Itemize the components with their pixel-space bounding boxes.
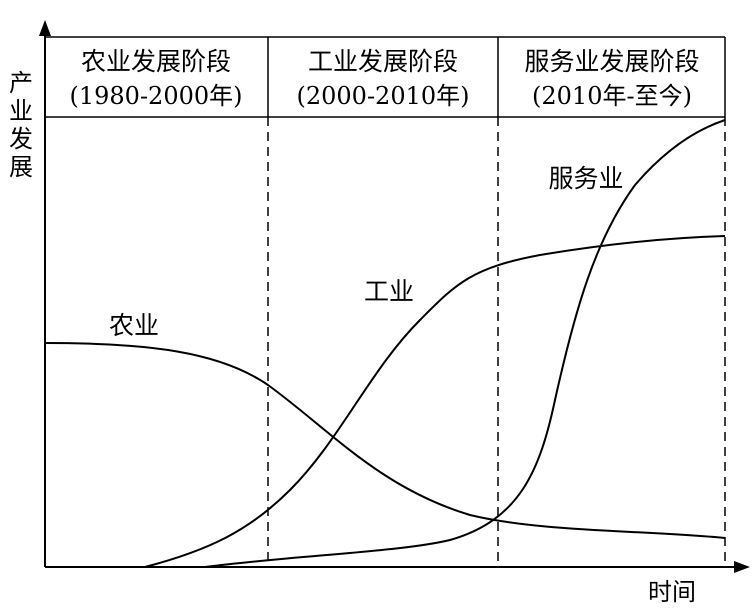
services-label: 服务业 [548,164,623,193]
agriculture-label: 农业 [109,311,159,340]
stage-2-period: (2000-2010年) [297,82,470,110]
stage-1-period: (1980-2000年) [70,82,243,110]
industry-curve [144,235,726,568]
agriculture-curve [44,342,726,539]
stage-3-title: 服务业发展阶段 [524,47,699,76]
stage-1-title: 农业发展阶段 [81,47,231,76]
y-axis-label-char-4: 展 [9,153,33,181]
y-axis-label-char-2: 业 [9,97,33,125]
stage-3-period: (2010年-至今) [532,82,692,110]
stage-2-title: 工业发展阶段 [308,47,458,76]
x-axis-label: 时间 [648,578,696,606]
y-axis-arrow [39,20,51,36]
services-curve [204,119,726,568]
y-axis-label-char-1: 产 [9,69,33,97]
y-axis-label-char-3: 发 [9,125,33,153]
x-axis-arrow [734,561,750,573]
industry-label: 工业 [364,277,414,306]
